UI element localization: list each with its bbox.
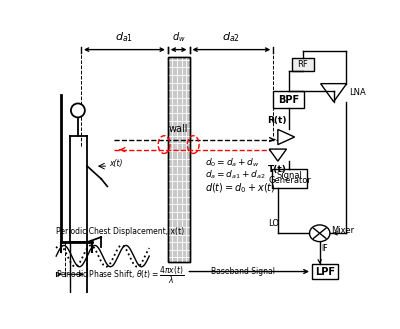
Bar — [168, 57, 190, 263]
Text: $d_{a1}$: $d_{a1}$ — [115, 30, 134, 44]
Text: Mixer: Mixer — [332, 226, 355, 235]
Text: BPF: BPF — [278, 95, 299, 105]
Text: $d(t) = d_0 + x(t)$: $d(t) = d_0 + x(t)$ — [205, 182, 276, 195]
Text: Baseband Signal: Baseband Signal — [211, 267, 275, 276]
Text: $d_{a2}$: $d_{a2}$ — [222, 30, 240, 44]
Text: wall: wall — [169, 124, 188, 134]
Ellipse shape — [71, 103, 85, 117]
Bar — [168, 57, 190, 263]
Text: Generator: Generator — [268, 176, 311, 185]
Text: IF: IF — [321, 244, 328, 253]
Polygon shape — [278, 129, 294, 145]
Text: Periodic Phase Shift, $\theta(t) = \dfrac{4\pi x(t)}{\lambda}$: Periodic Phase Shift, $\theta(t) = \dfra… — [56, 265, 184, 287]
Text: T(t): T(t) — [268, 165, 286, 174]
Text: Signal: Signal — [276, 171, 302, 180]
Bar — [292, 59, 314, 71]
Polygon shape — [321, 84, 347, 102]
Text: LNA: LNA — [349, 88, 366, 97]
Text: $d_a = d_{a1} + d_{a2}$: $d_a = d_{a1} + d_{a2}$ — [205, 169, 266, 181]
Text: x(t): x(t) — [109, 159, 122, 168]
Text: LO: LO — [268, 219, 279, 228]
Text: $d_w$: $d_w$ — [172, 30, 186, 44]
Text: R(t): R(t) — [267, 116, 287, 125]
Text: RF: RF — [297, 60, 308, 69]
Text: Periodic Chest Displacement, x(t): Periodic Chest Displacement, x(t) — [56, 227, 184, 236]
Circle shape — [310, 225, 330, 241]
Text: $d_0 = d_a + d_w$: $d_0 = d_a + d_w$ — [205, 156, 260, 168]
Polygon shape — [269, 149, 286, 161]
Bar — [273, 91, 304, 108]
Bar — [312, 264, 338, 279]
Text: LPF: LPF — [315, 266, 335, 277]
Bar — [272, 169, 307, 188]
